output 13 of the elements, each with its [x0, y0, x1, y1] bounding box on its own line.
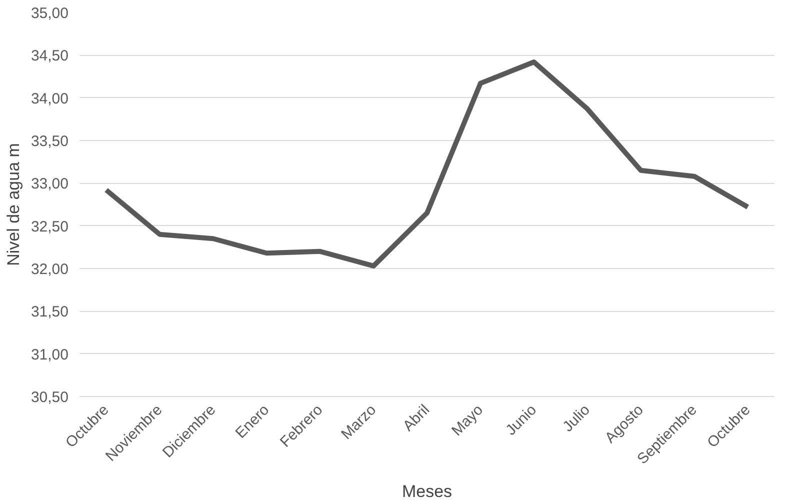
y-tick-label: 34,00	[30, 90, 69, 108]
y-tick-label: 35,00	[30, 5, 69, 22]
y-tick-label: 33,00	[30, 176, 69, 193]
y-tick-label: 34,50	[30, 48, 69, 65]
x-tick-label: Julio	[560, 401, 594, 436]
y-tick-label: 30,50	[30, 389, 69, 406]
y-tick-label: 33,50	[30, 133, 69, 150]
x-axis-title: Meses	[402, 482, 452, 501]
y-axis-title: Nivel de agua m	[4, 143, 23, 266]
y-tick-label: 31,50	[30, 304, 69, 321]
y-tick-label: 32,00	[30, 261, 69, 278]
y-tick-label: 32,50	[30, 218, 69, 236]
y-tick-label: 31,00	[30, 346, 69, 364]
